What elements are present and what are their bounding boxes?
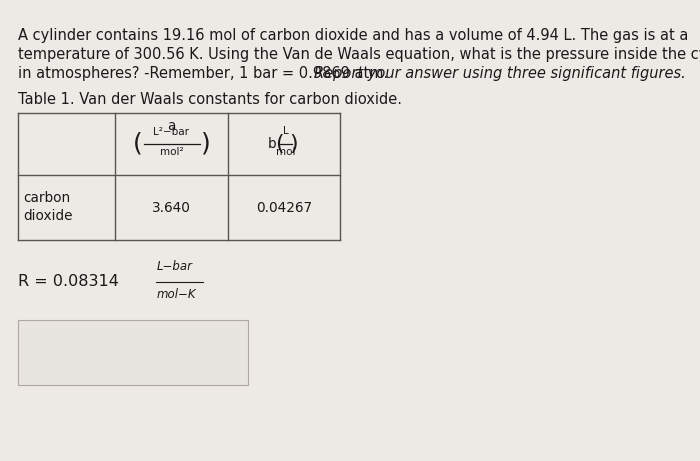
- Text: mol²: mol²: [160, 147, 183, 157]
- Text: 3.640: 3.640: [152, 201, 191, 214]
- Text: carbon: carbon: [23, 191, 70, 206]
- Text: mol: mol: [276, 147, 295, 157]
- Text: temperature of 300.56 K. Using the Van de Waals equation, what is the pressure i: temperature of 300.56 K. Using the Van d…: [18, 47, 700, 62]
- Text: L: L: [283, 126, 289, 136]
- Text: 0.04267: 0.04267: [256, 201, 312, 214]
- Text: A cylinder contains 19.16 mol of carbon dioxide and has a volume of 4.94 L. The : A cylinder contains 19.16 mol of carbon …: [18, 28, 688, 43]
- Text: dioxide: dioxide: [23, 209, 73, 224]
- Text: in atmospheres? -Remember, 1 bar = 0.9869 atm.: in atmospheres? -Remember, 1 bar = 0.986…: [18, 66, 393, 81]
- Text: ): ): [201, 132, 211, 156]
- Text: ): ): [290, 134, 298, 154]
- Text: Report your answer using three significant figures.: Report your answer using three significa…: [314, 66, 686, 81]
- Text: (: (: [274, 134, 284, 154]
- Text: L−bar: L−bar: [157, 260, 193, 273]
- Text: R = 0.08314: R = 0.08314: [18, 274, 119, 290]
- Text: mol−K: mol−K: [157, 288, 197, 301]
- FancyBboxPatch shape: [18, 320, 248, 385]
- Text: b: b: [267, 137, 276, 151]
- Text: L²−bar: L²−bar: [153, 127, 190, 137]
- Text: a: a: [167, 119, 176, 133]
- Text: Table 1. Van der Waals constants for carbon dioxide.: Table 1. Van der Waals constants for car…: [18, 92, 402, 107]
- Text: (: (: [132, 132, 142, 156]
